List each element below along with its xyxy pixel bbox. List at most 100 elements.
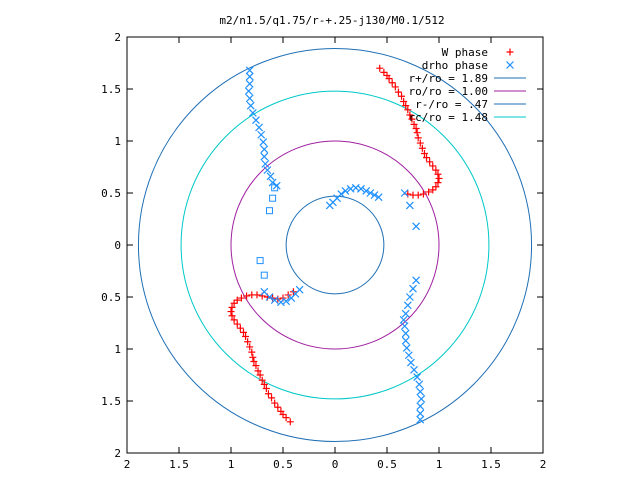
drho-phase-point xyxy=(405,201,414,210)
drho-square-point xyxy=(269,194,277,202)
w-phase-point xyxy=(416,139,424,147)
reference-circle-2 xyxy=(285,195,385,295)
w-phase-point xyxy=(230,316,238,324)
drho-phase-point xyxy=(246,101,255,110)
legend-swatch-cross xyxy=(506,61,514,69)
w-phase-point xyxy=(412,125,420,133)
drho-phase-point xyxy=(357,184,365,193)
drho-phase-point xyxy=(270,296,279,305)
y-tick-label: 0.5 xyxy=(101,187,121,200)
w-phase-point xyxy=(425,188,433,196)
y-tick-label: 0.5 xyxy=(101,291,121,304)
w-phase-point xyxy=(242,333,250,341)
w-phase-point xyxy=(237,294,245,302)
drho-phase-point xyxy=(362,186,371,195)
drho-phase-point xyxy=(252,116,260,125)
w-phase-point xyxy=(282,414,290,422)
drho-phase-point xyxy=(400,322,409,331)
drho-phase-point xyxy=(245,72,254,81)
drho-phase-point xyxy=(415,380,424,389)
y-tick-label: 1 xyxy=(114,135,121,148)
x-tick-label: 1.5 xyxy=(169,458,189,471)
w-phase-point xyxy=(419,190,427,198)
reference-circle-0 xyxy=(137,47,533,443)
drho-phase-point xyxy=(259,138,268,146)
drho-square-point xyxy=(256,257,264,265)
drho-phase-point xyxy=(245,94,254,103)
w-phase-point xyxy=(258,376,266,384)
w-phase-point xyxy=(254,367,262,375)
drho-phase-point xyxy=(401,309,410,318)
w-phase-point xyxy=(435,174,443,182)
drho-phase-point xyxy=(295,285,304,294)
drho-square-point xyxy=(265,207,273,215)
drho-phase-point xyxy=(245,79,254,88)
reference-circles xyxy=(137,47,533,443)
drho-phase-point xyxy=(401,336,410,345)
drho-square-point xyxy=(260,271,268,279)
w-phase-point xyxy=(264,390,272,398)
drho-phase-point xyxy=(245,66,254,75)
w-phase-point xyxy=(429,186,437,194)
y-tick-label: 2 xyxy=(114,31,121,44)
drho-phase-point xyxy=(257,130,266,139)
drho-phase-point xyxy=(416,387,425,396)
legend-label: drho phase xyxy=(422,59,488,72)
w-phase-point xyxy=(413,129,421,137)
w-phase-point xyxy=(256,371,264,379)
series-1 xyxy=(244,66,426,424)
w-phase-point xyxy=(432,166,440,174)
w-phase-point xyxy=(262,385,270,393)
w-phase-point xyxy=(400,97,408,105)
drho-phase-point xyxy=(341,186,350,195)
w-phase-point xyxy=(408,115,416,123)
y-tick-label: 1.5 xyxy=(101,395,121,408)
w-phase-point xyxy=(380,68,388,76)
w-phase-point xyxy=(253,291,261,299)
w-phase-point xyxy=(236,324,244,332)
w-phase-point xyxy=(250,357,258,365)
w-phase-point xyxy=(233,296,241,304)
w-phase-point xyxy=(404,106,412,114)
w-phase-point xyxy=(233,320,241,328)
w-phase-point xyxy=(423,154,431,162)
y-tick-label: 1.5 xyxy=(101,83,121,96)
drho-phase-point xyxy=(406,358,415,367)
drho-phase-point xyxy=(255,123,264,132)
legend-label: ro/ro = 1.00 xyxy=(409,85,488,98)
w-phase-point xyxy=(391,83,399,91)
x-tick-label: 0.5 xyxy=(273,458,293,471)
drho-phase-point xyxy=(244,87,253,96)
w-phase-point xyxy=(227,308,235,316)
data-points xyxy=(227,64,443,426)
drho-phase-point xyxy=(400,189,409,197)
legend-label: r+/ro = 1.89 xyxy=(409,72,488,85)
drho-phase-point xyxy=(417,394,426,403)
drho-phase-point xyxy=(261,159,270,168)
x-tick-label: 1.5 xyxy=(481,458,501,471)
w-phase-point xyxy=(260,380,268,388)
w-phase-point xyxy=(228,312,236,320)
legend-label: r-/ro = .47 xyxy=(415,98,488,111)
drho-phase-point xyxy=(337,190,346,198)
x-tick-label: 2 xyxy=(124,458,131,471)
w-phase-point xyxy=(429,162,437,170)
w-phase-point xyxy=(406,111,414,119)
chart-title: m2/n1.5/q1.75/r-+.25-j130/M0.1/512 xyxy=(219,14,444,27)
w-phase-point xyxy=(410,120,418,128)
w-phase-point xyxy=(388,79,396,87)
w-phase-point xyxy=(376,64,384,72)
w-phase-point xyxy=(228,303,236,311)
drho-phase-point xyxy=(416,415,425,424)
drho-phase-point xyxy=(403,301,412,310)
w-phase-point xyxy=(286,418,294,426)
drho-phase-point xyxy=(416,402,425,411)
w-phase-point xyxy=(246,343,254,351)
w-phase-point xyxy=(414,134,422,142)
w-phase-point xyxy=(398,92,406,100)
reference-circle-1 xyxy=(230,140,440,350)
reference-circle-3 xyxy=(180,90,490,400)
w-phase-point xyxy=(432,183,440,191)
